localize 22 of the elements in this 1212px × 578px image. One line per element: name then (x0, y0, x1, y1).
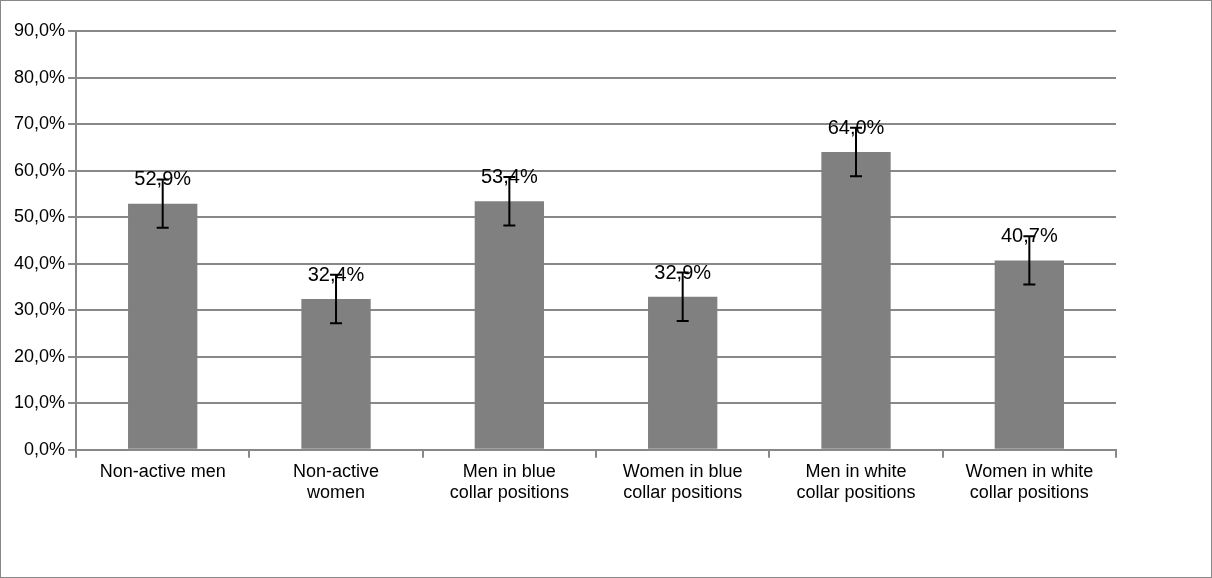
x-tick-label: Men in white collar positions (796, 460, 916, 503)
x-tick-label: Non-active men (99, 460, 226, 481)
y-tick-label: 40,0% (13, 252, 66, 273)
x-tick-label: Men in blue collar positions (449, 460, 569, 503)
y-tick-label: 10,0% (13, 392, 66, 413)
data-label: 32,4% (307, 262, 365, 285)
y-tick-label: 50,0% (13, 206, 66, 227)
y-tick-label: 30,0% (13, 299, 66, 320)
y-tick-label: 20,0% (13, 345, 66, 366)
y-tick-label: 70,0% (13, 113, 66, 134)
x-tick-label: Non-active women (293, 460, 380, 503)
y-tick-label: 0,0% (24, 438, 66, 459)
data-label: 32,9% (654, 260, 712, 283)
data-label: 40,7% (1000, 224, 1058, 247)
data-label: 53,4% (481, 165, 538, 188)
y-tick-label: 80,0% (13, 66, 66, 87)
x-tick-label: Women in blue collar positions (622, 460, 743, 503)
x-tick-label: Women in white collar positions (965, 460, 1094, 503)
data-label: 52,9% (134, 167, 192, 190)
data-label: 64,0% (827, 115, 885, 138)
y-tick-label: 90,0% (13, 19, 66, 40)
y-tick-label: 60,0% (13, 159, 66, 180)
